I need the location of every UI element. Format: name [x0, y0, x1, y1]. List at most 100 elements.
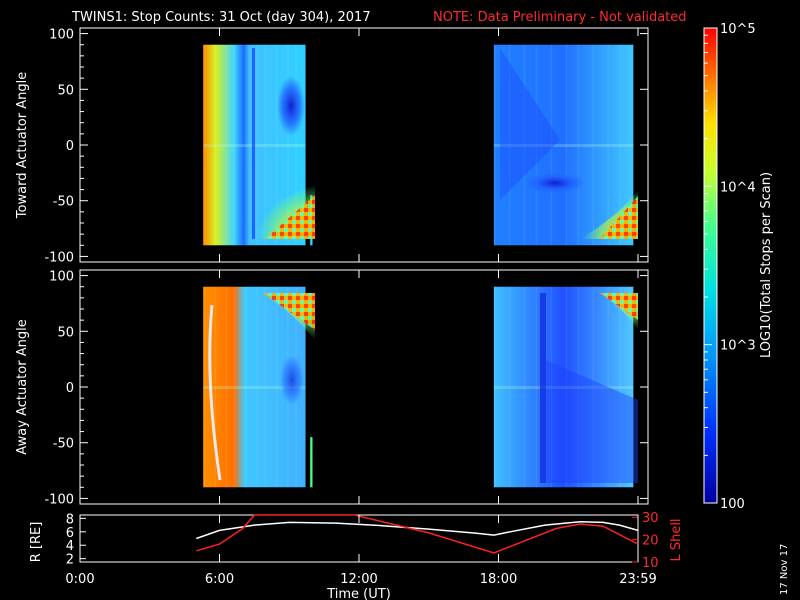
scan-striation — [592, 44, 594, 246]
time-axis-label: Time (UT) — [326, 587, 391, 600]
zero-angle-band — [493, 144, 634, 147]
y-tick-label: -50 — [53, 195, 74, 210]
scan-striation — [264, 44, 267, 246]
colorbar-tick-label: 10^4 — [720, 180, 756, 195]
zero-angle-band — [493, 386, 634, 389]
y-tick-label: -50 — [53, 437, 74, 452]
away-artifact-line — [208, 304, 222, 481]
scan-striation — [493, 286, 496, 488]
toward-y-axis: 100 50 0 -50 -100 — [44, 28, 648, 265]
orbit-radius-label: R [RE] — [29, 522, 44, 563]
toward-axis-label: Toward Actuator Angle — [15, 72, 30, 219]
orbit-lshell-axis: 10 20 30 — [632, 511, 659, 571]
x-tick-label: 0:00 — [65, 572, 94, 587]
scan-striation — [607, 286, 609, 488]
toward-saturation-pattern-2 — [600, 196, 638, 239]
date-stamp: 17 Nov 17 — [779, 544, 790, 595]
scan-striation — [550, 44, 553, 246]
toward-saturation-pattern — [265, 195, 315, 239]
scan-striation — [619, 286, 621, 488]
scan-striation — [214, 44, 216, 246]
y-tick-label: 100 — [49, 28, 74, 43]
scan-striation — [275, 286, 278, 488]
radius-line — [196, 520, 639, 540]
x-tick-label: 18:00 — [480, 572, 517, 587]
scan-striation — [264, 286, 267, 488]
scan-striation — [619, 44, 621, 246]
scan-striation — [535, 44, 538, 246]
scan-striation — [256, 286, 258, 488]
y-tick-label: 0 — [66, 139, 74, 154]
toward-low-count-band — [525, 173, 585, 193]
away-axis-label: Away Actuator Angle — [15, 319, 30, 454]
scan-striation — [508, 286, 511, 488]
scan-striation — [295, 44, 297, 246]
scan-striation — [225, 286, 228, 488]
colorbar — [704, 28, 717, 503]
radius-tick-label: 4 — [66, 539, 74, 554]
scan-striation — [565, 286, 568, 488]
scan-striation — [550, 286, 553, 488]
toward-stripe — [252, 48, 255, 239]
radius-tick-label: 8 — [66, 512, 74, 527]
data-block — [310, 437, 313, 488]
scan-striation — [523, 44, 526, 246]
scan-striation — [577, 286, 580, 488]
scan-striation — [225, 44, 228, 246]
preliminary-note: NOTE: Data Preliminary - Not validated — [433, 10, 687, 25]
scan-striation — [245, 286, 247, 488]
lshell-tick-label: 10 — [642, 556, 659, 571]
y-tick-label: -100 — [44, 250, 74, 265]
x-tick-label: 6:00 — [205, 572, 234, 587]
scan-striation — [245, 44, 247, 246]
orbit-lines — [196, 514, 639, 554]
scan-striation — [493, 44, 496, 246]
radius-tick-label: 6 — [66, 526, 74, 541]
scan-striation — [233, 44, 236, 246]
x-tick-label: 23:59 — [619, 572, 656, 587]
toward-panel — [203, 44, 638, 246]
y-tick-label: 50 — [57, 83, 74, 98]
scan-striation — [577, 44, 580, 246]
away-panel — [203, 286, 638, 488]
scan-striation — [607, 44, 609, 246]
y-tick-label: 0 — [66, 381, 74, 396]
away-dark-stripe — [540, 293, 546, 483]
scan-striation — [275, 44, 278, 246]
data-block — [493, 44, 634, 246]
orbit-lshell-label: L Shell — [669, 518, 684, 561]
lshell-line — [196, 514, 639, 554]
colorbar-label: LOG10(Total Stops per Scan) — [759, 172, 774, 358]
colorbar-tick-label: 10^5 — [720, 22, 756, 37]
colorbar-tick-label: 100 — [720, 497, 745, 512]
scan-striation — [203, 286, 205, 488]
scan-striation — [287, 44, 289, 246]
colorbar-tick-label: 10^3 — [720, 339, 756, 354]
away-dark-region — [546, 360, 638, 483]
scan-striation — [565, 44, 568, 246]
scan-striation — [592, 286, 594, 488]
scan-striation — [233, 286, 236, 488]
scan-striation — [203, 44, 205, 246]
chart-title: TWINS1: Stop Counts: 31 Oct (day 304), 2… — [71, 10, 371, 25]
away-saturation-pattern-2 — [600, 293, 638, 320]
scan-striation — [214, 286, 216, 488]
y-tick-label: 100 — [49, 270, 74, 285]
x-tick-label: 12:00 — [340, 572, 377, 587]
colorbar-ticks: 10^5 10^4 10^3 100 — [704, 22, 756, 512]
toward-dark-region — [500, 48, 560, 200]
lshell-tick-label: 30 — [642, 511, 659, 526]
y-tick-label: 50 — [57, 325, 74, 340]
toward-low-count-region — [277, 76, 305, 136]
scan-striation — [256, 44, 258, 246]
data-block — [493, 286, 634, 488]
time-axis: 0:00 6:00 12:00 18:00 23:59 — [65, 28, 657, 587]
lshell-tick-label: 20 — [642, 534, 659, 549]
away-saturation-pattern — [263, 293, 315, 330]
away-low-count-region — [280, 355, 304, 405]
y-tick-label: -100 — [44, 492, 74, 507]
scan-striation — [508, 44, 511, 246]
radius-tick-label: 2 — [66, 553, 74, 568]
